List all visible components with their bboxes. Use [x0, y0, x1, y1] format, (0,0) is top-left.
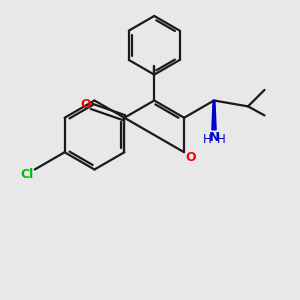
Polygon shape — [212, 100, 216, 130]
Text: O: O — [80, 98, 91, 111]
Text: O: O — [186, 151, 196, 164]
Text: Cl: Cl — [20, 167, 34, 181]
Text: H: H — [203, 133, 212, 146]
Text: N: N — [209, 131, 220, 144]
Text: H: H — [217, 133, 226, 146]
